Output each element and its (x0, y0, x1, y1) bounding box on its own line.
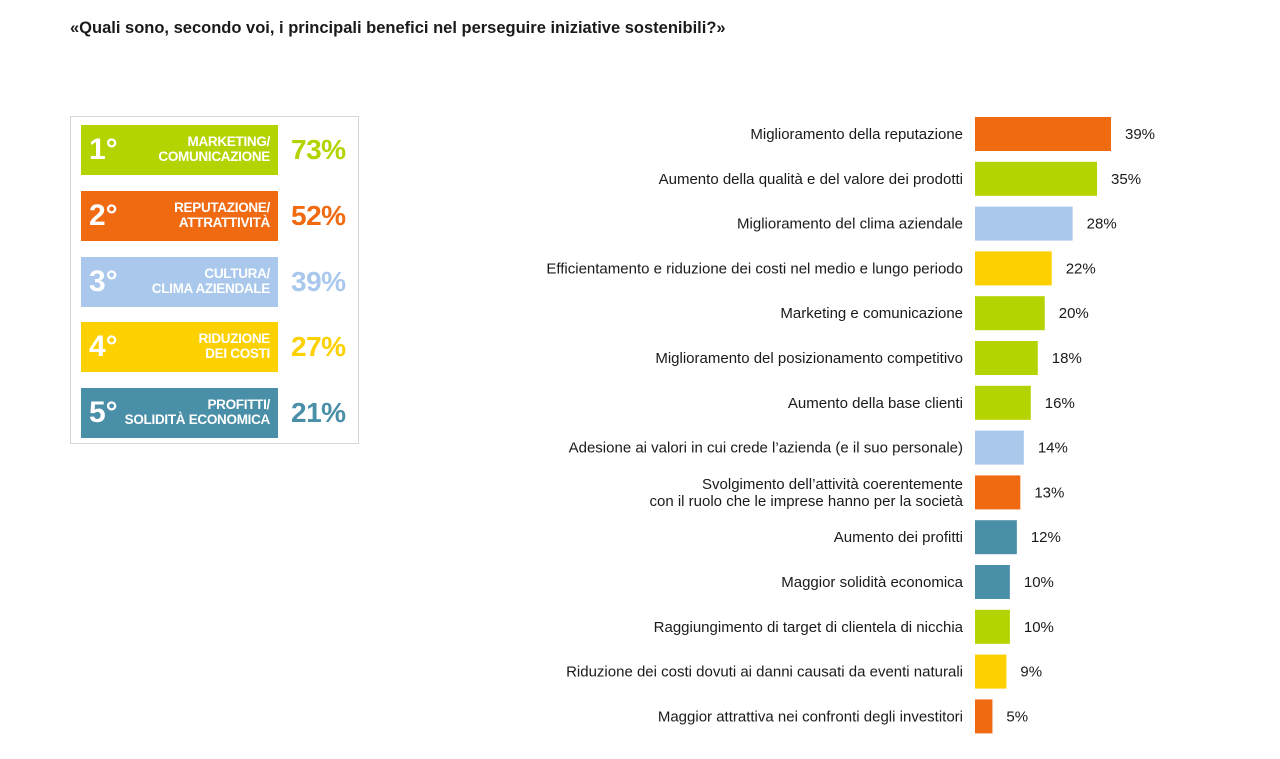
ranking-label: RIDUZIONE DEI COSTI (120, 331, 270, 361)
category-label: Maggior attrattiva nei confronti degli i… (658, 708, 963, 725)
value-label: 10% (1024, 619, 1054, 636)
ranking-number: 2° (89, 199, 118, 232)
category-label: Aumento della base clienti (788, 395, 963, 412)
value-label: 5% (1006, 708, 1028, 725)
ranking-item-5: 5° PROFITTI/ SOLIDITÀ ECONOMICA 21% (81, 388, 351, 438)
category-label: Miglioramento della reputazione (750, 126, 963, 143)
ranking-label-line2: ATTRATTIVITÀ (178, 215, 270, 230)
ranking-label: MARKETING/ COMUNICAZIONE (120, 134, 270, 164)
value-label: 10% (1024, 574, 1054, 591)
bar (975, 699, 993, 734)
ranking-number: 5° (89, 396, 118, 429)
value-label: 18% (1052, 350, 1082, 367)
bar (975, 430, 1024, 465)
ranking-number: 4° (89, 330, 118, 363)
ranking-label-line1: MARKETING/ (187, 134, 271, 149)
category-label: Marketing e comunicazione (780, 305, 963, 322)
ranking-label-line1: CULTURA/ (204, 266, 270, 281)
ranking-number: 3° (89, 265, 118, 298)
bar (975, 385, 1031, 420)
ranking-label-line2: SOLIDITÀ ECONOMICA (124, 412, 271, 427)
ranking-percent: 73% (291, 134, 346, 165)
ranking-item-1: 1° MARKETING/ COMUNICAZIONE 73% (81, 125, 351, 175)
value-label: 28% (1087, 216, 1117, 233)
ranking-label: REPUTAZIONE/ ATTRATTIVITÀ (120, 200, 270, 230)
bar (975, 251, 1052, 286)
ranking-label-line1: REPUTAZIONE/ (174, 200, 270, 215)
value-label: 13% (1034, 484, 1064, 501)
ranking-box: 5° PROFITTI/ SOLIDITÀ ECONOMICA (81, 388, 278, 438)
page-title: «Quali sono, secondo voi, i principali b… (70, 19, 726, 37)
ranking-label-line2: COMUNICAZIONE (158, 149, 270, 164)
category-label: Svolgimento dell’attività coerentemente (702, 476, 963, 493)
bar (975, 520, 1017, 555)
ranking-percent: 39% (291, 266, 346, 297)
value-label: 22% (1066, 260, 1096, 277)
ranking-panel: 1° MARKETING/ COMUNICAZIONE 73% 2° REPUT… (70, 116, 359, 444)
ranking-percent: 21% (291, 397, 346, 428)
category-label: con il ruolo che le imprese hanno per la… (649, 493, 963, 510)
value-label: 9% (1020, 664, 1042, 681)
category-label: Riduzione dei costi dovuti ai danni caus… (566, 664, 963, 681)
ranking-percent: 52% (291, 200, 346, 231)
ranking-percent: 27% (291, 331, 346, 362)
category-label: Aumento dei profitti (834, 529, 963, 546)
ranking-box: 3° CULTURA/ CLIMA AZIENDALE (81, 257, 278, 307)
bar (975, 117, 1111, 151)
ranking-label-line1: RIDUZIONE (198, 331, 270, 346)
ranking-label-line2: CLIMA AZIENDALE (151, 281, 271, 296)
ranking-label-line2: DEI COSTI (205, 346, 270, 361)
category-label: Miglioramento del posizionamento competi… (655, 350, 963, 367)
ranking-item-3: 3° CULTURA/ CLIMA AZIENDALE 39% (81, 257, 351, 307)
ranking-item-4: 4° RIDUZIONE DEI COSTI 27% (81, 322, 351, 372)
category-label: Maggior solidità economica (781, 574, 963, 591)
bar (975, 565, 1010, 599)
bar (975, 296, 1045, 331)
ranking-label-line1: PROFITTI/ (207, 397, 270, 412)
value-label: 16% (1045, 395, 1075, 412)
bar (975, 475, 1021, 510)
value-label: 14% (1038, 440, 1068, 457)
ranking-label: CULTURA/ CLIMA AZIENDALE (120, 266, 271, 296)
value-label: 39% (1125, 126, 1155, 143)
category-label: Raggiungimento di target di clientela di… (654, 619, 964, 636)
bar (975, 341, 1038, 375)
value-label: 20% (1059, 305, 1089, 322)
category-label: Adesione ai valori in cui crede l’aziend… (569, 440, 963, 457)
ranking-number: 1° (89, 133, 118, 166)
bar (975, 206, 1073, 241)
value-label: 35% (1111, 171, 1141, 188)
category-label: Miglioramento del clima aziendale (737, 216, 963, 233)
ranking-box: 1° MARKETING/ COMUNICAZIONE (81, 125, 278, 175)
category-label: Aumento della qualità e del valore dei p… (659, 171, 963, 188)
ranking-label: PROFITTI/ SOLIDITÀ ECONOMICA (120, 397, 271, 427)
bar (975, 654, 1007, 689)
bar (975, 161, 1098, 196)
ranking-box: 4° RIDUZIONE DEI COSTI (81, 322, 278, 372)
bar (975, 609, 1010, 644)
ranking-box: 2° REPUTAZIONE/ ATTRATTIVITÀ (81, 191, 278, 241)
category-label: Efficientamento e riduzione dei costi ne… (546, 260, 963, 277)
ranking-item-2: 2° REPUTAZIONE/ ATTRATTIVITÀ 52% (81, 191, 351, 241)
value-label: 12% (1031, 529, 1061, 546)
